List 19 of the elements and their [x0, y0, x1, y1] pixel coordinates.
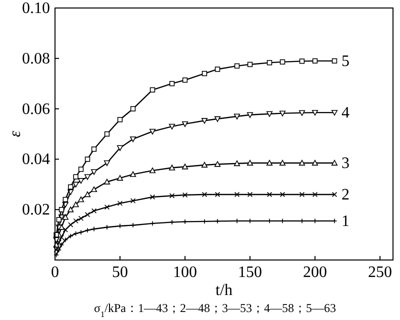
series-label: 2: [342, 186, 350, 204]
x-tick-label: 0: [51, 264, 59, 281]
series-label: 3: [342, 154, 350, 172]
x-tick-label: 50: [112, 264, 128, 281]
y-tick-label: 0.04: [22, 151, 50, 168]
x-tick-label: 150: [238, 264, 262, 281]
x-tick-label: 100: [173, 264, 197, 281]
series-label: 1: [342, 212, 350, 230]
y-axis-title: ε: [7, 130, 24, 138]
series-label: 5: [342, 52, 350, 70]
x-axis-title: t/h: [216, 282, 232, 299]
y-tick-label: 0.08: [22, 50, 50, 68]
x-tick-label: 200: [303, 264, 327, 281]
y-tick-label: 0.10: [22, 0, 50, 17]
series-label: 4: [342, 104, 350, 122]
x-tick-label: 250: [368, 264, 392, 281]
y-tick-label: 0.06: [22, 100, 50, 118]
y-tick-label: 0.02: [22, 202, 50, 219]
text: σ$_{1}$/kPa：1—43；2—48；3—53；4—58；5—63: [94, 301, 336, 318]
